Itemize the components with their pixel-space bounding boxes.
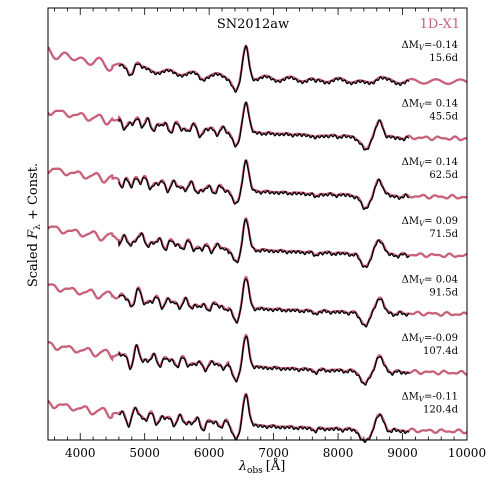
legend-observed: SN2012aw [217, 17, 289, 32]
plot-frame [47, 7, 468, 441]
observed-spectrum-62.5d [118, 159, 410, 210]
delta-mv-label: ΔMV=-0.09 [401, 333, 458, 345]
x-tick-label: 6000 [194, 446, 225, 460]
observed-spectrum-15.6d [118, 45, 410, 93]
x-tick-label: 10000 [448, 446, 486, 460]
epoch-label: 15.6d [429, 53, 458, 64]
axis-ticks [54, 8, 468, 440]
model-spectrum-120.4d [47, 392, 468, 442]
model-spectrum-15.6d [47, 44, 468, 92]
delta-mv-label: ΔMV=-0.14 [401, 40, 458, 52]
legend-model: 1D-X1 [420, 17, 460, 32]
epoch-label: 62.5d [429, 170, 458, 181]
x-tick-label: 8000 [323, 446, 354, 460]
observed-spectrum-71.5d [118, 218, 410, 269]
x-tick-label: 4000 [65, 446, 96, 460]
y-axis-title: Scaled Fλ + Const. [26, 163, 43, 287]
x-tick-label: 7000 [258, 446, 289, 460]
epoch-label: 71.5d [429, 229, 458, 240]
delta-mv-label: ΔMV= 0.04 [402, 274, 458, 286]
observed-spectrum-120.4d [118, 393, 410, 443]
delta-mv-label: ΔMV= 0.09 [402, 216, 458, 228]
delta-mv-label: ΔMV= 0.14 [402, 157, 458, 169]
x-tick-label: 9000 [387, 446, 418, 460]
delta-mv-label: ΔMV= 0.14 [402, 99, 458, 111]
x-tick-label: 5000 [129, 446, 160, 460]
observed-spectrum-107.4d [118, 335, 410, 386]
epoch-label: 91.5d [429, 287, 458, 298]
observed-spectrum-45.5d [118, 101, 410, 151]
observed-spectrum-91.5d [118, 278, 410, 328]
epoch-label: 107.4d [423, 346, 459, 357]
delta-mv-label: ΔMV=-0.11 [401, 392, 458, 404]
x-axis-title: λobs [Å] [238, 458, 286, 476]
epoch-label: 120.4d [423, 405, 459, 416]
x-tick-labels: 4000 5000 6000 7000 8000 9000 10000 [65, 446, 486, 460]
epoch-label: 45.5d [429, 112, 458, 123]
